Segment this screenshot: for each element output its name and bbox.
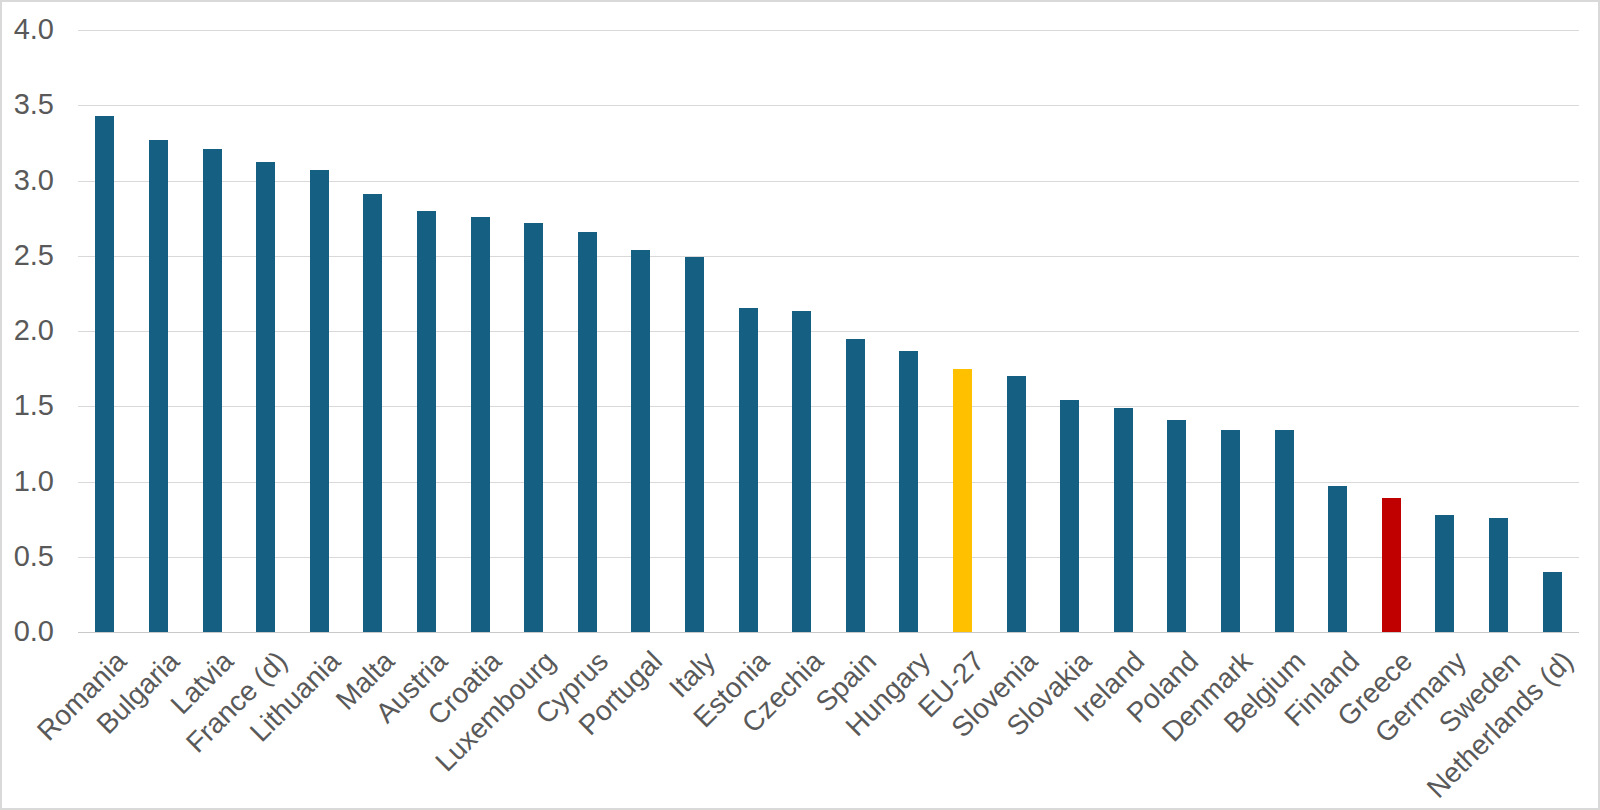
y-tick-label: 4.0 <box>8 15 54 44</box>
bar-chart: 0.00.51.01.52.02.53.03.54.0RomaniaBulgar… <box>0 0 1600 810</box>
bar-slovenia <box>1007 376 1026 632</box>
gridline <box>78 482 1579 483</box>
bar-italy <box>685 257 704 632</box>
bar-denmark <box>1221 430 1240 632</box>
bar-hungary <box>899 351 918 632</box>
bar-eu-27 <box>953 369 972 632</box>
bar-bulgaria <box>149 140 168 632</box>
y-tick-label: 3.5 <box>8 90 54 119</box>
bar-malta <box>363 194 382 632</box>
bar-spain <box>846 339 865 632</box>
bar-sweden <box>1489 518 1508 632</box>
bar-netherlands-d <box>1543 572 1562 632</box>
gridline <box>78 406 1579 407</box>
gridline <box>78 105 1579 106</box>
y-tick-label: 1.0 <box>8 467 54 496</box>
bar-latvia <box>203 149 222 632</box>
bar-portugal <box>631 250 650 632</box>
plot-area: 0.00.51.01.52.02.53.03.54.0RomaniaBulgar… <box>2 2 1598 808</box>
bar-belgium <box>1275 430 1294 632</box>
gridline <box>78 331 1579 332</box>
x-axis-line <box>78 632 1579 633</box>
gridline <box>78 256 1579 257</box>
y-tick-label: 2.5 <box>8 241 54 270</box>
bar-greece <box>1382 498 1401 632</box>
bar-poland <box>1167 420 1186 632</box>
y-tick-label: 0.0 <box>8 617 54 646</box>
y-tick-label: 2.0 <box>8 316 54 345</box>
bar-austria <box>417 211 436 632</box>
bar-romania <box>95 116 114 632</box>
bar-lithuania <box>310 170 329 632</box>
bar-estonia <box>739 308 758 632</box>
bar-germany <box>1435 515 1454 632</box>
gridline <box>78 557 1579 558</box>
bar-slovakia <box>1060 400 1079 632</box>
bar-czechia <box>792 311 811 632</box>
bar-croatia <box>471 217 490 632</box>
gridline <box>78 181 1579 182</box>
y-tick-label: 3.0 <box>8 166 54 195</box>
bar-luxembourg <box>524 223 543 632</box>
y-tick-label: 0.5 <box>8 542 54 571</box>
bar-ireland <box>1114 408 1133 632</box>
bar-cyprus <box>578 232 597 632</box>
gridline <box>78 30 1579 31</box>
y-tick-label: 1.5 <box>8 391 54 420</box>
bar-finland <box>1328 486 1347 632</box>
bar-france-d <box>256 162 275 632</box>
